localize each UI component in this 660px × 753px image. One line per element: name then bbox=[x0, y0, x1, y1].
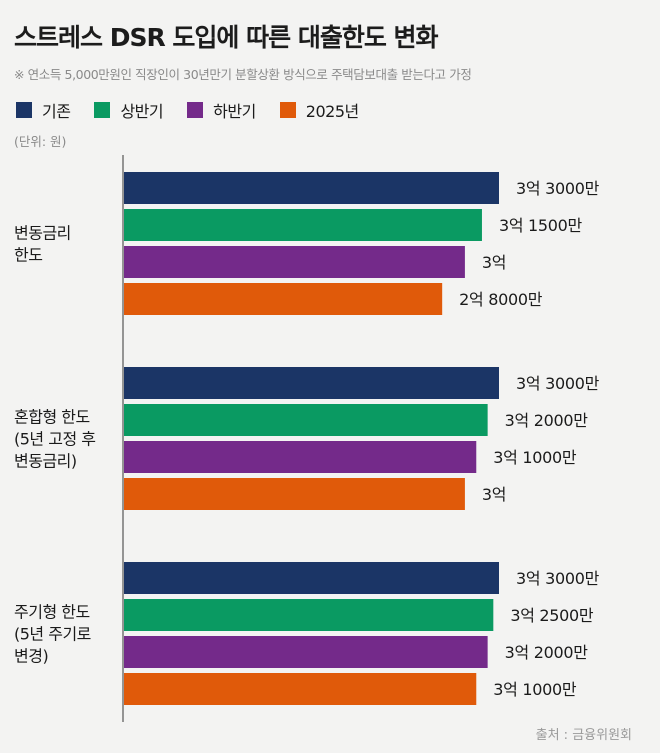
bar-value-label: 3억 3000만 bbox=[516, 179, 600, 198]
bar-value-label: 3억 1500만 bbox=[499, 216, 583, 235]
category-label: (5년 고정 후 bbox=[14, 430, 95, 449]
category-label: 주기형 한도 bbox=[14, 603, 90, 622]
category-label: 변동금리) bbox=[14, 452, 77, 471]
assumption-note: ※ 연소득 5,000만원인 직장인이 30년만기 분할상환 방식으로 주택담보… bbox=[14, 67, 472, 82]
category-label: 변동금리 bbox=[14, 224, 71, 243]
bar-value-label: 3억 2000만 bbox=[505, 643, 589, 662]
legend-item-existing: 기존 bbox=[16, 98, 71, 122]
bar-0-0 bbox=[124, 172, 499, 204]
category-label: 한도 bbox=[14, 246, 42, 265]
bar-1-0 bbox=[124, 367, 499, 399]
legend-swatch-2025 bbox=[279, 102, 296, 118]
legend-label-existing: 기존 bbox=[42, 102, 71, 121]
legend-label-second-half: 하반기 bbox=[213, 102, 256, 121]
bar-value-label: 3억 3000만 bbox=[516, 569, 600, 588]
bar-0-2 bbox=[124, 246, 465, 278]
bar-1-2 bbox=[124, 441, 477, 473]
bar-value-label: 3억 bbox=[482, 253, 506, 272]
bar-value-label: 3억 bbox=[482, 485, 506, 504]
chart-title: 스트레스 DSR 도입에 따른 대출한도 변화 bbox=[14, 23, 439, 52]
bar-value-label: 3억 2000만 bbox=[505, 411, 589, 430]
category-label: (5년 주기로 bbox=[14, 625, 91, 644]
legend-swatch-first-half bbox=[94, 102, 111, 118]
bar-value-label: 3억 1000만 bbox=[493, 680, 577, 699]
legend-label-first-half: 상반기 bbox=[120, 102, 164, 121]
legend: 기존 상반기 하반기 2025년 bbox=[16, 98, 383, 122]
source-note: 출처 : 금융위원회 bbox=[535, 728, 632, 743]
bar-value-label: 2억 8000만 bbox=[459, 290, 543, 309]
unit-label: (단위: 원) bbox=[14, 134, 67, 149]
legend-item-second-half: 하반기 bbox=[187, 98, 256, 122]
bar-0-3 bbox=[124, 283, 443, 315]
legend-item-first-half: 상반기 bbox=[94, 98, 164, 122]
bar-2-3 bbox=[124, 673, 477, 705]
category-label: 변경) bbox=[14, 647, 48, 666]
legend-swatch-existing bbox=[16, 102, 32, 118]
bar-2-0 bbox=[124, 562, 499, 594]
bar-value-label: 3억 1000만 bbox=[493, 448, 577, 467]
bar-1-1 bbox=[124, 404, 488, 436]
bar-2-1 bbox=[124, 599, 494, 631]
bar-value-label: 3억 3000만 bbox=[516, 374, 600, 393]
category-label: 혼합형 한도 bbox=[14, 408, 90, 427]
bar-value-label: 3억 2500만 bbox=[510, 606, 594, 625]
legend-label-2025: 2025년 bbox=[305, 102, 359, 121]
bar-2-2 bbox=[124, 636, 488, 668]
bar-0-1 bbox=[124, 209, 482, 241]
legend-item-2025: 2025년 bbox=[279, 98, 359, 122]
legend-swatch-second-half bbox=[187, 102, 204, 118]
bar-1-3 bbox=[124, 478, 465, 510]
